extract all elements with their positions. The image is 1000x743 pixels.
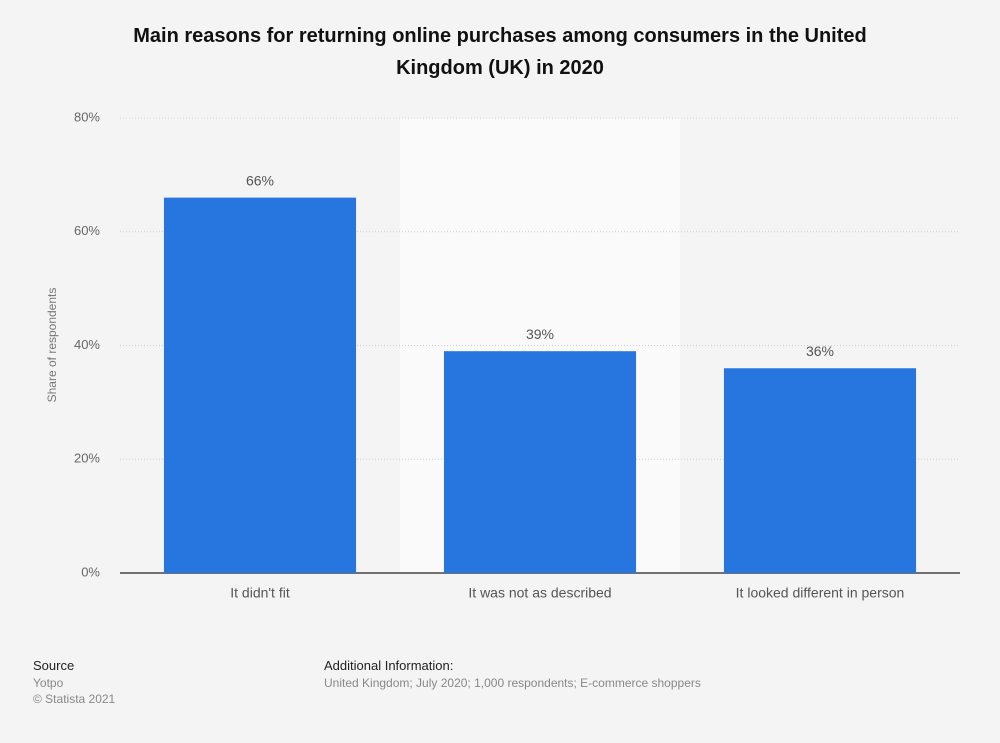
value-label: 66% bbox=[246, 172, 274, 188]
y-tick-label: 40% bbox=[74, 337, 100, 352]
x-tick-label: It looked different in person bbox=[736, 585, 905, 601]
value-label: 36% bbox=[806, 343, 834, 359]
copyright: © Statista 2021 bbox=[33, 692, 116, 706]
source-label: Source bbox=[33, 658, 75, 673]
x-tick-label: It didn't fit bbox=[230, 585, 290, 601]
source: Yotpo bbox=[33, 676, 64, 690]
chart-title: Main reasons for returning online purcha… bbox=[133, 25, 867, 79]
bar bbox=[163, 197, 357, 573]
y-tick-label: 0% bbox=[81, 564, 100, 579]
x-tick-label: It was not as described bbox=[468, 585, 611, 601]
y-tick-label: 60% bbox=[74, 223, 100, 238]
bar bbox=[443, 351, 637, 573]
y-axis-label: Share of respondents bbox=[45, 288, 59, 403]
bar bbox=[723, 368, 917, 573]
additional-info: United Kingdom; July 2020; 1,000 respond… bbox=[324, 676, 701, 690]
value-label: 39% bbox=[526, 326, 554, 342]
additional-info-label: Additional Information: bbox=[324, 658, 454, 673]
y-tick-label: 80% bbox=[74, 109, 100, 124]
y-tick-label: 20% bbox=[74, 451, 100, 466]
